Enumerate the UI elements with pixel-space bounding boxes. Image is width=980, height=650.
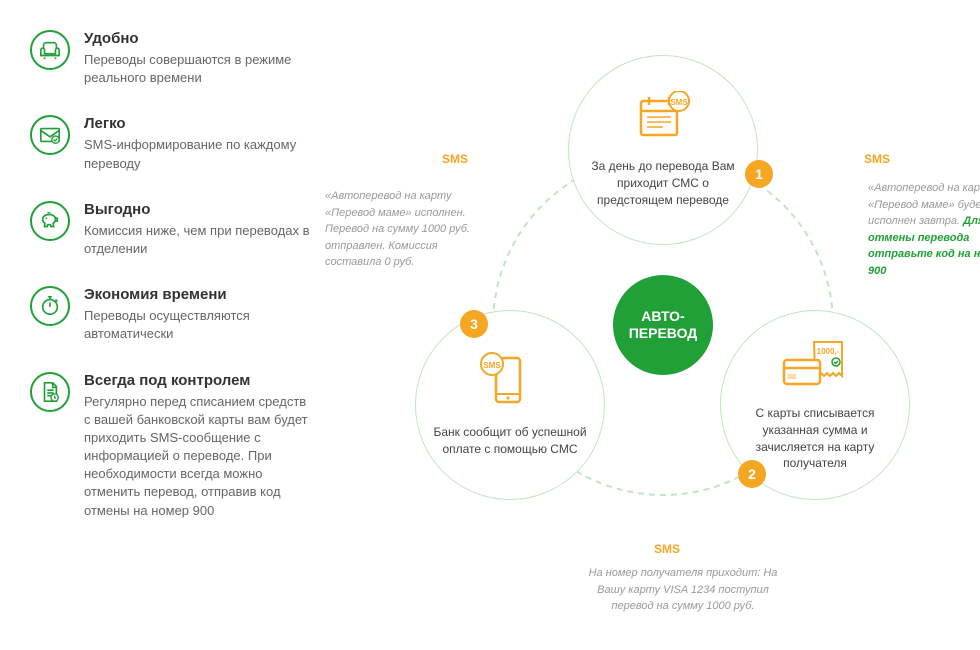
note-bottom: На номер получателя приходит: На Вашу ка… (588, 565, 778, 615)
benefit-title: Удобно (84, 30, 310, 47)
armchair-icon (30, 30, 70, 70)
svg-text:SMS: SMS (670, 98, 688, 107)
stopwatch-icon (30, 286, 70, 326)
svg-text:SMS: SMS (483, 361, 501, 370)
benefit-item: Экономия времени Переводы осуществляются… (30, 286, 310, 343)
sms-arc-badge: SMS (438, 150, 472, 168)
benefit-desc: Регулярно перед списанием средств с ваше… (84, 393, 310, 520)
note-left: «Автоперевод на карту «Перевод маме» исп… (325, 188, 475, 271)
diagram-area: АВТО-ПЕРЕВОД SMS За день до перевода Вам… (320, 0, 980, 650)
step-number-badge: 2 (738, 460, 766, 488)
benefit-title: Всегда под контролем (84, 372, 310, 389)
benefit-desc: Переводы совершаются в режиме реального … (84, 51, 310, 87)
sms-arc-badge: SMS (650, 540, 684, 558)
benefit-item: Легко SMS-информирование по каждому пере… (30, 115, 310, 172)
node-text: Банк сообщит об успешной оплате с помощь… (432, 424, 588, 458)
benefit-title: Экономия времени (84, 286, 310, 303)
document-icon (30, 372, 70, 412)
benefit-desc: Переводы осуществляются автоматически (84, 307, 310, 343)
benefit-desc: SMS-информирование по каждому переводу (84, 136, 310, 172)
benefit-title: Легко (84, 115, 310, 132)
node-icon: SMS (480, 352, 540, 412)
step-number-badge: 3 (460, 310, 488, 338)
note-right: «Автоперевод на карту «Перевод маме» буд… (868, 180, 980, 279)
node-icon: SMS (633, 91, 693, 146)
envelope-icon (30, 115, 70, 155)
svg-text:1000,-: 1000,- (817, 347, 840, 356)
node-text: За день до перевода Вам приходит СМС о п… (585, 158, 741, 208)
step-number-badge: 1 (745, 160, 773, 188)
piggy-icon (30, 201, 70, 241)
benefit-item: Удобно Переводы совершаются в режиме реа… (30, 30, 310, 87)
benefit-item: Всегда под контролем Регулярно перед спи… (30, 372, 310, 520)
node-icon: 1000,- (780, 338, 850, 393)
benefit-title: Выгодно (84, 201, 310, 218)
benefits-list: Удобно Переводы совершаются в режиме реа… (30, 30, 310, 548)
center-label: АВТО-ПЕРЕВОД (613, 275, 713, 375)
benefit-item: Выгодно Комиссия ниже, чем при переводах… (30, 201, 310, 258)
cycle-node-1: SMS За день до перевода Вам приходит СМС… (568, 55, 758, 245)
benefit-desc: Комиссия ниже, чем при переводах в отдел… (84, 222, 310, 258)
cycle-node-3: SMS Банк сообщит об успешной оплате с по… (415, 310, 605, 500)
sms-arc-badge: SMS (860, 150, 894, 168)
